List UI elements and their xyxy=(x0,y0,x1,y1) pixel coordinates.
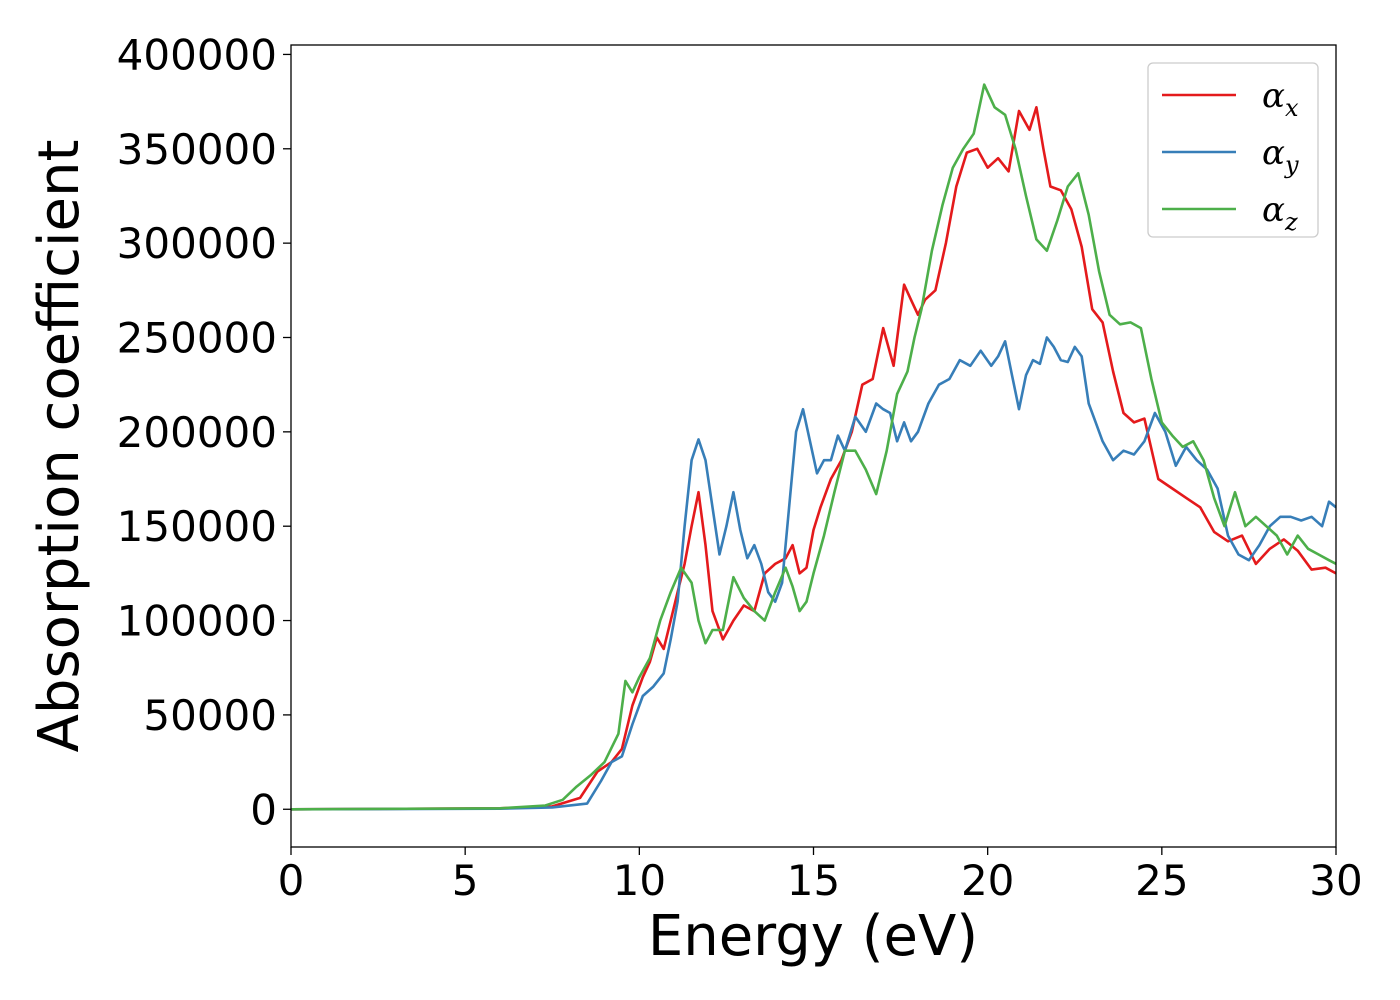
y-tick-label: 50000 xyxy=(143,691,277,740)
legend-box xyxy=(1147,62,1319,238)
y-axis: 0 50000 100000 150000 200000 250000 300000 3500… xyxy=(117,30,291,834)
x-tick-label: 25 xyxy=(1135,856,1188,905)
series-line-y xyxy=(291,336,1336,811)
series-line-z xyxy=(291,83,1336,811)
y-tick-label: 200000 xyxy=(117,408,277,457)
y-tick-label: 350000 xyxy=(117,125,277,174)
x-tick-label: 0 xyxy=(278,856,305,905)
x-tick-label: 20 xyxy=(961,856,1014,905)
y-tick-label: 0 xyxy=(250,785,277,834)
y-tick-label: 150000 xyxy=(117,502,277,551)
series-layer xyxy=(291,83,1336,811)
y-tick-label: 100000 xyxy=(117,597,277,646)
x-axis-title: Energy (eV) xyxy=(648,904,978,969)
y-tick-label: 300000 xyxy=(117,219,277,268)
series-line-x xyxy=(291,106,1336,811)
x-tick-label: 5 xyxy=(452,856,479,905)
x-tick-label: 10 xyxy=(613,856,666,905)
y-tick-label: 250000 xyxy=(117,313,277,362)
x-tick-label: 15 xyxy=(787,856,840,905)
x-tick-label: 30 xyxy=(1309,856,1362,905)
y-tick-label: 400000 xyxy=(117,30,277,79)
y-axis-title: Absorption coefficient xyxy=(27,140,92,753)
x-axis: 0 5 10 15 20 25 30 xyxy=(278,847,1363,905)
